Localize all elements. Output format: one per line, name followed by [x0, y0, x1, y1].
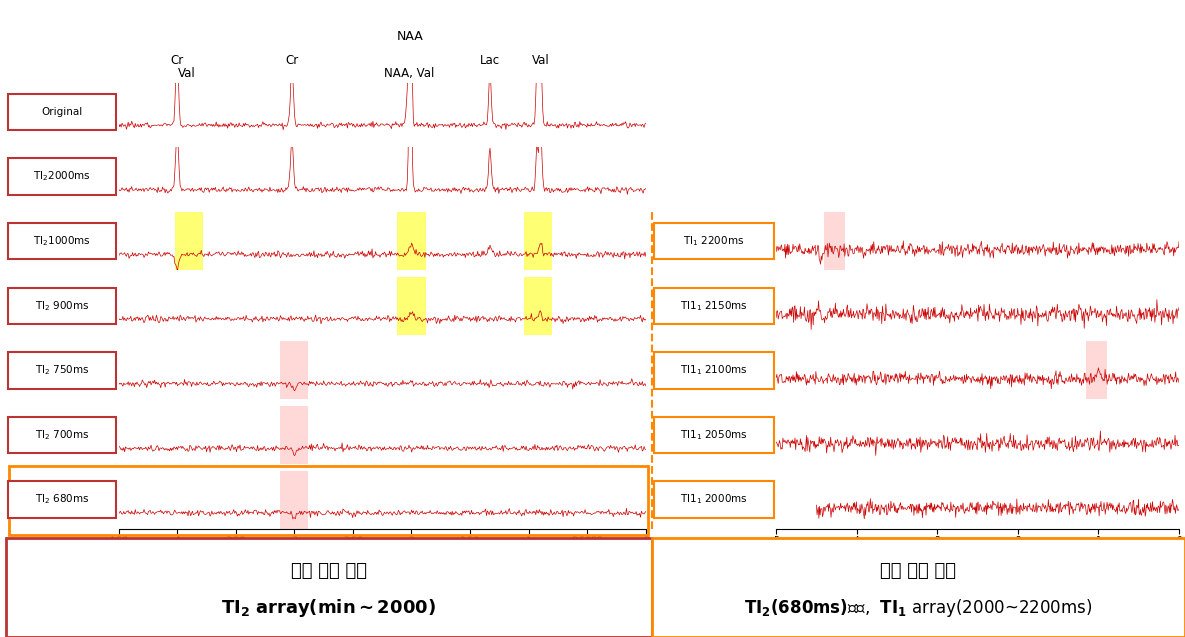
Bar [397, 212, 425, 270]
Text: Val: Val [532, 54, 549, 67]
Text: NAA: NAA [397, 31, 424, 43]
Text: TI1$_1$ 2100ms: TI1$_1$ 2100ms [680, 364, 748, 377]
Text: $\bf{TI_2}$ $\bf{array(min{\sim}2000)}$: $\bf{TI_2}$ $\bf{array(min{\sim}2000)}$ [222, 597, 436, 619]
Bar [524, 276, 552, 335]
Bar [280, 406, 308, 464]
Text: NAA, Val: NAA, Val [384, 67, 434, 80]
Text: TI$_2$ 750ms: TI$_2$ 750ms [34, 364, 90, 377]
Bar [824, 212, 845, 270]
Bar [280, 471, 308, 529]
Text: 단일 반전 이완: 단일 반전 이완 [290, 562, 367, 580]
Text: TI$_2$1000ms: TI$_2$1000ms [33, 234, 91, 248]
Text: TI1$_1$ 2150ms: TI1$_1$ 2150ms [680, 299, 748, 313]
Bar [280, 341, 308, 399]
Text: Original: Original [41, 107, 83, 117]
Text: Lac: Lac [480, 54, 500, 67]
Text: TI$_2$ 700ms: TI$_2$ 700ms [34, 428, 90, 442]
Text: 이중 반전 이완: 이중 반전 이완 [880, 562, 956, 580]
Bar [1085, 341, 1108, 399]
Bar [397, 276, 425, 335]
Bar [524, 212, 552, 270]
Text: TI1$_1$ 2000ms: TI1$_1$ 2000ms [680, 492, 748, 506]
Text: TI$_2$ 680ms: TI$_2$ 680ms [34, 492, 90, 506]
Text: Cr: Cr [171, 54, 184, 67]
Text: TI1$_1$ 2050ms: TI1$_1$ 2050ms [680, 428, 748, 442]
Text: TI$_1$ 2200ms: TI$_1$ 2200ms [684, 234, 744, 248]
Text: TI$_2$ 900ms: TI$_2$ 900ms [34, 299, 90, 313]
Text: Val: Val [178, 67, 196, 80]
Text: TI$_2$2000ms: TI$_2$2000ms [33, 169, 91, 183]
Text: $\bf{TI_2(680ms)}$고정,  $\bf{TI_1}$ array(2000~2200ms): $\bf{TI_2(680ms)}$고정, $\bf{TI_1}$ array(… [744, 597, 1093, 619]
Bar [174, 212, 203, 270]
Text: Cr: Cr [286, 54, 299, 67]
